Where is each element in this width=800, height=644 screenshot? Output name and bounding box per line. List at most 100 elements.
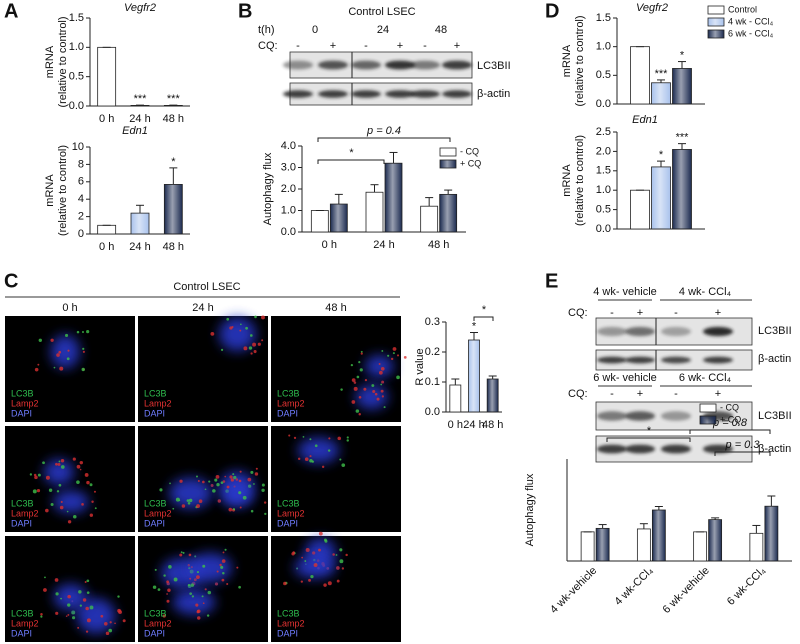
legend-label: Control — [728, 4, 757, 14]
blot-band — [385, 90, 415, 98]
puncta — [220, 481, 224, 484]
puncta — [323, 583, 327, 587]
puncta — [202, 602, 205, 605]
puncta — [85, 606, 89, 611]
puncta — [214, 478, 218, 482]
legend-label: 6 wk - CCl₄ — [728, 28, 774, 38]
puncta — [191, 595, 195, 598]
chart-title: Vegfr2 — [636, 2, 668, 14]
time-label: t(h) — [258, 24, 275, 36]
puncta — [250, 470, 254, 474]
blot-band — [597, 326, 627, 337]
bracket — [606, 437, 691, 442]
puncta — [157, 588, 161, 591]
group-label: 6 wk- vehicle — [593, 372, 657, 384]
puncta — [263, 501, 267, 504]
error-bar — [639, 523, 648, 529]
y-axis-label: (relative to control) — [57, 145, 69, 236]
puncta — [43, 588, 47, 592]
bar — [439, 193, 458, 233]
nucleus — [294, 556, 336, 579]
puncta — [240, 323, 242, 326]
puncta — [239, 329, 242, 332]
puncta — [60, 597, 62, 600]
error-bar — [598, 524, 607, 529]
puncta — [86, 618, 91, 623]
bracket — [689, 429, 771, 434]
puncta — [336, 566, 340, 570]
y-tick-label: 2.0 — [596, 145, 611, 157]
y-tick-label: 8 — [78, 158, 84, 170]
puncta — [337, 436, 342, 441]
puncta — [233, 475, 237, 480]
group-label: 4 wk- CCl₄ — [679, 286, 732, 298]
puncta — [89, 605, 94, 610]
bracket — [714, 451, 771, 456]
y-tick-label: 0.0 — [69, 100, 84, 112]
bar — [672, 68, 692, 105]
puncta — [166, 599, 170, 603]
puncta — [310, 574, 314, 579]
puncta — [85, 630, 89, 633]
x-tick-label: 0 h — [99, 241, 114, 253]
cq-label: CQ: — [568, 388, 588, 400]
blot-band — [661, 326, 691, 337]
puncta — [198, 499, 203, 503]
x-tick-label: 48 h — [163, 113, 184, 125]
puncta — [239, 470, 242, 473]
puncta — [257, 342, 261, 346]
y-tick-label: 0.0 — [596, 223, 611, 235]
panel-letter: B — [238, 0, 252, 22]
puncta — [36, 489, 41, 493]
puncta — [396, 375, 400, 380]
error-bar — [470, 332, 478, 340]
puncta — [232, 473, 235, 476]
puncta — [221, 559, 226, 563]
band-label: LC3BII — [477, 60, 511, 72]
cq-label: CQ: — [258, 40, 278, 52]
puncta — [288, 434, 291, 437]
puncta — [222, 551, 225, 554]
channel-label: Lamp2 — [144, 618, 172, 628]
puncta — [216, 570, 219, 573]
blot-title: Control LSEC — [348, 6, 415, 18]
y-tick-label: 0.2 — [425, 346, 440, 358]
blot-band — [703, 326, 733, 337]
channel-label: DAPI — [11, 518, 32, 528]
error-bar — [169, 167, 178, 185]
y-tick-label: 0 — [78, 228, 84, 240]
puncta — [390, 357, 394, 361]
y-axis-label: Autophagy flux — [262, 152, 274, 225]
nucleus — [43, 459, 74, 486]
bar — [97, 46, 117, 107]
bar — [468, 339, 480, 413]
puncta — [232, 508, 236, 511]
puncta — [381, 395, 384, 398]
puncta — [196, 571, 200, 574]
puncta — [60, 465, 65, 469]
puncta — [309, 438, 312, 441]
channel-label: LC3B — [11, 388, 34, 398]
channel-label: LC3B — [277, 388, 300, 398]
puncta — [396, 354, 400, 357]
puncta — [339, 559, 344, 564]
puncta — [380, 389, 384, 393]
puncta — [387, 354, 390, 357]
nucleus — [364, 355, 394, 378]
y-tick-label: 4.0 — [281, 140, 296, 152]
y-tick-label: 1.0 — [281, 204, 296, 216]
puncta — [86, 579, 90, 583]
cq-sign: + — [715, 388, 721, 400]
puncta — [105, 631, 110, 636]
puncta — [239, 506, 242, 509]
band-label: β-actin — [758, 353, 791, 365]
bar — [97, 224, 117, 235]
puncta — [261, 483, 265, 487]
nucleus — [169, 477, 213, 509]
puncta — [81, 367, 85, 372]
puncta — [169, 482, 171, 485]
puncta — [301, 556, 304, 559]
puncta — [122, 619, 126, 623]
chart-title: Edn1 — [632, 114, 658, 126]
y-axis-label: (relative to control) — [574, 135, 586, 226]
